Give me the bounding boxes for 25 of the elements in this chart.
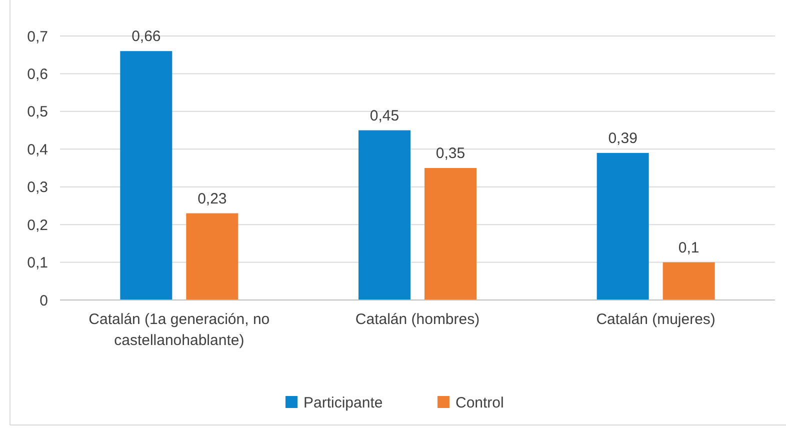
x-tick-label: Catalán (mujeres) [596,311,716,328]
y-tick-label: 0,6 [27,66,48,83]
data-label: 0,45 [370,107,400,124]
y-tick-label: 0,5 [27,104,48,121]
data-label: 0,39 [608,130,638,147]
data-label: 0,35 [436,145,466,162]
y-tick-label: 0,1 [27,254,48,272]
y-tick-label: 0,3 [27,179,48,196]
x-tick-label: Catalán (1a generación, no castellanohablante) [88,311,270,349]
data-label: 0,66 [132,28,161,46]
y-tick-label: 0,7 [27,28,48,46]
x-tick-label: Catalán (hombres) [355,311,480,328]
data-label: 0,1 [678,239,700,256]
y-tick-label: 0,2 [27,216,48,234]
bar [186,213,238,300]
bar [358,130,410,300]
legend-label: Control [456,394,504,412]
y-tick-label: 0 [40,292,48,310]
bar [662,262,715,300]
legend-label: Participante [304,394,383,412]
data-label: 0,23 [198,190,227,208]
bar [596,152,649,300]
bar [424,168,476,300]
y-tick-label: 0,4 [27,141,48,158]
bar [120,51,172,300]
